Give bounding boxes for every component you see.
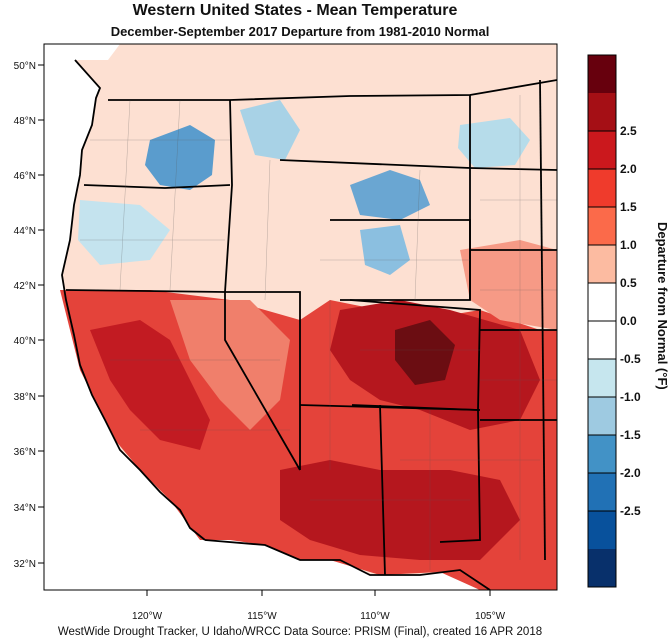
- cool-region-washington: [145, 125, 215, 190]
- colorbar-block: [588, 93, 616, 132]
- colorbar-tick-label: 2.0: [620, 162, 637, 176]
- lat-tick-label: 42°N: [14, 281, 36, 292]
- colorbar-tick-label: -2.0: [620, 466, 641, 480]
- colorbar-block: [588, 397, 616, 436]
- county-lines: [80, 95, 557, 570]
- nm-tx-border: [439, 409, 481, 543]
- cool-region-montana: [350, 170, 430, 220]
- colorbar-blocks: [588, 55, 616, 588]
- mt-southern-border: [279, 159, 471, 169]
- hot-region-southwest: [280, 460, 520, 560]
- colorbar-block: [588, 511, 616, 550]
- latitude-axis: 50°N 48°N 46°N 44°N 42°N 40°N 38°N 36°N …: [14, 61, 44, 570]
- colorbar-tick-label: 2.5: [620, 124, 637, 138]
- hot-region-california: [90, 320, 210, 450]
- coastline: [61, 59, 206, 541]
- lat-tick-label: 48°N: [14, 116, 36, 127]
- cool-region-idaho: [240, 100, 300, 160]
- colorbar-tick-label: 0.0: [620, 314, 637, 328]
- lat-tick-label: 34°N: [14, 503, 36, 514]
- map-footer-credit: WestWide Drought Tracker, U Idaho/WRCC D…: [57, 626, 543, 638]
- lon-tick-label: 120°W: [132, 611, 163, 622]
- colorbar-tick-label: -0.5: [620, 352, 641, 366]
- colorbar-tick-label: 0.5: [620, 276, 637, 290]
- lat-tick-label: 32°N: [14, 559, 36, 570]
- extreme-region-nm: [395, 320, 455, 385]
- moderate-region-nevada: [170, 300, 290, 430]
- id-western-border: [224, 99, 233, 293]
- map-subtitle: December-September 2017 Departure from 1…: [110, 24, 490, 39]
- state-boundaries: [61, 59, 557, 590]
- lat-tick-label: 46°N: [14, 171, 36, 182]
- colorbar-block: [588, 321, 616, 360]
- longitude-axis: 120°W 115°W 110°W 105°W: [132, 590, 506, 622]
- nv-ut-border: [225, 291, 301, 470]
- lat-tick-label: 40°N: [14, 336, 36, 347]
- colorbar-title: Departure from Normal (°F): [655, 222, 670, 390]
- canada-border: [108, 79, 557, 101]
- colorbar-block: [588, 245, 616, 284]
- colorbar-block: [588, 435, 616, 474]
- lat-tick-label: 36°N: [14, 447, 36, 458]
- warm-region-plains: [460, 240, 557, 330]
- colorbar-tick-label: -2.5: [620, 504, 641, 518]
- colorbar-tick-label: -1.0: [620, 390, 641, 404]
- mexico-border: [204, 539, 491, 590]
- colorbar-ticks: 2.5 2.0 1.5 1.0 0.5 0.0 -0.5 -1.0 -1.5 -2.0 -2.5: [588, 124, 641, 518]
- cool-region-wyoming: [360, 225, 410, 275]
- colorbar-tick-label: 1.5: [620, 200, 637, 214]
- lon-tick-label: 110°W: [360, 611, 390, 622]
- colorbar-block: [588, 359, 616, 398]
- or-ca-border: [65, 289, 226, 293]
- colorbar-block: [588, 169, 616, 208]
- colorbar-tick-label: -1.5: [620, 428, 641, 442]
- colorbar-block: [588, 473, 616, 512]
- colorbar-block: [588, 549, 616, 588]
- lat-tick-label: 44°N: [14, 226, 36, 237]
- colorbar-block: [588, 283, 616, 322]
- lat-tick-label: 50°N: [14, 61, 36, 72]
- cool-region-northern-plains: [458, 118, 530, 168]
- colorbar-block: [588, 207, 616, 246]
- colorbar: 2.5 2.0 1.5 1.0 0.5 0.0 -0.5 -1.0 -1.5 -2.0 -2.5 D…: [587, 54, 670, 588]
- eastern-border: [539, 79, 546, 561]
- lon-tick-label: 105°W: [475, 611, 506, 622]
- colorbar-tick-label: 1.0: [620, 238, 637, 252]
- map-title: Western United States - Mean Temperature: [132, 2, 458, 19]
- colorbar-block: [588, 55, 616, 94]
- az-nm-border: [379, 404, 386, 576]
- wa-or-border: [83, 184, 231, 189]
- map-frame: [43, 43, 558, 591]
- ca-nv-diagonal: [224, 292, 301, 471]
- cool-region-oregon: [78, 200, 170, 265]
- lon-tick-label: 115°W: [247, 611, 277, 622]
- map-area: [44, 44, 557, 590]
- dakotas-border: [469, 167, 557, 171]
- lat-tick-label: 38°N: [14, 392, 36, 403]
- colorbar-block: [588, 131, 616, 170]
